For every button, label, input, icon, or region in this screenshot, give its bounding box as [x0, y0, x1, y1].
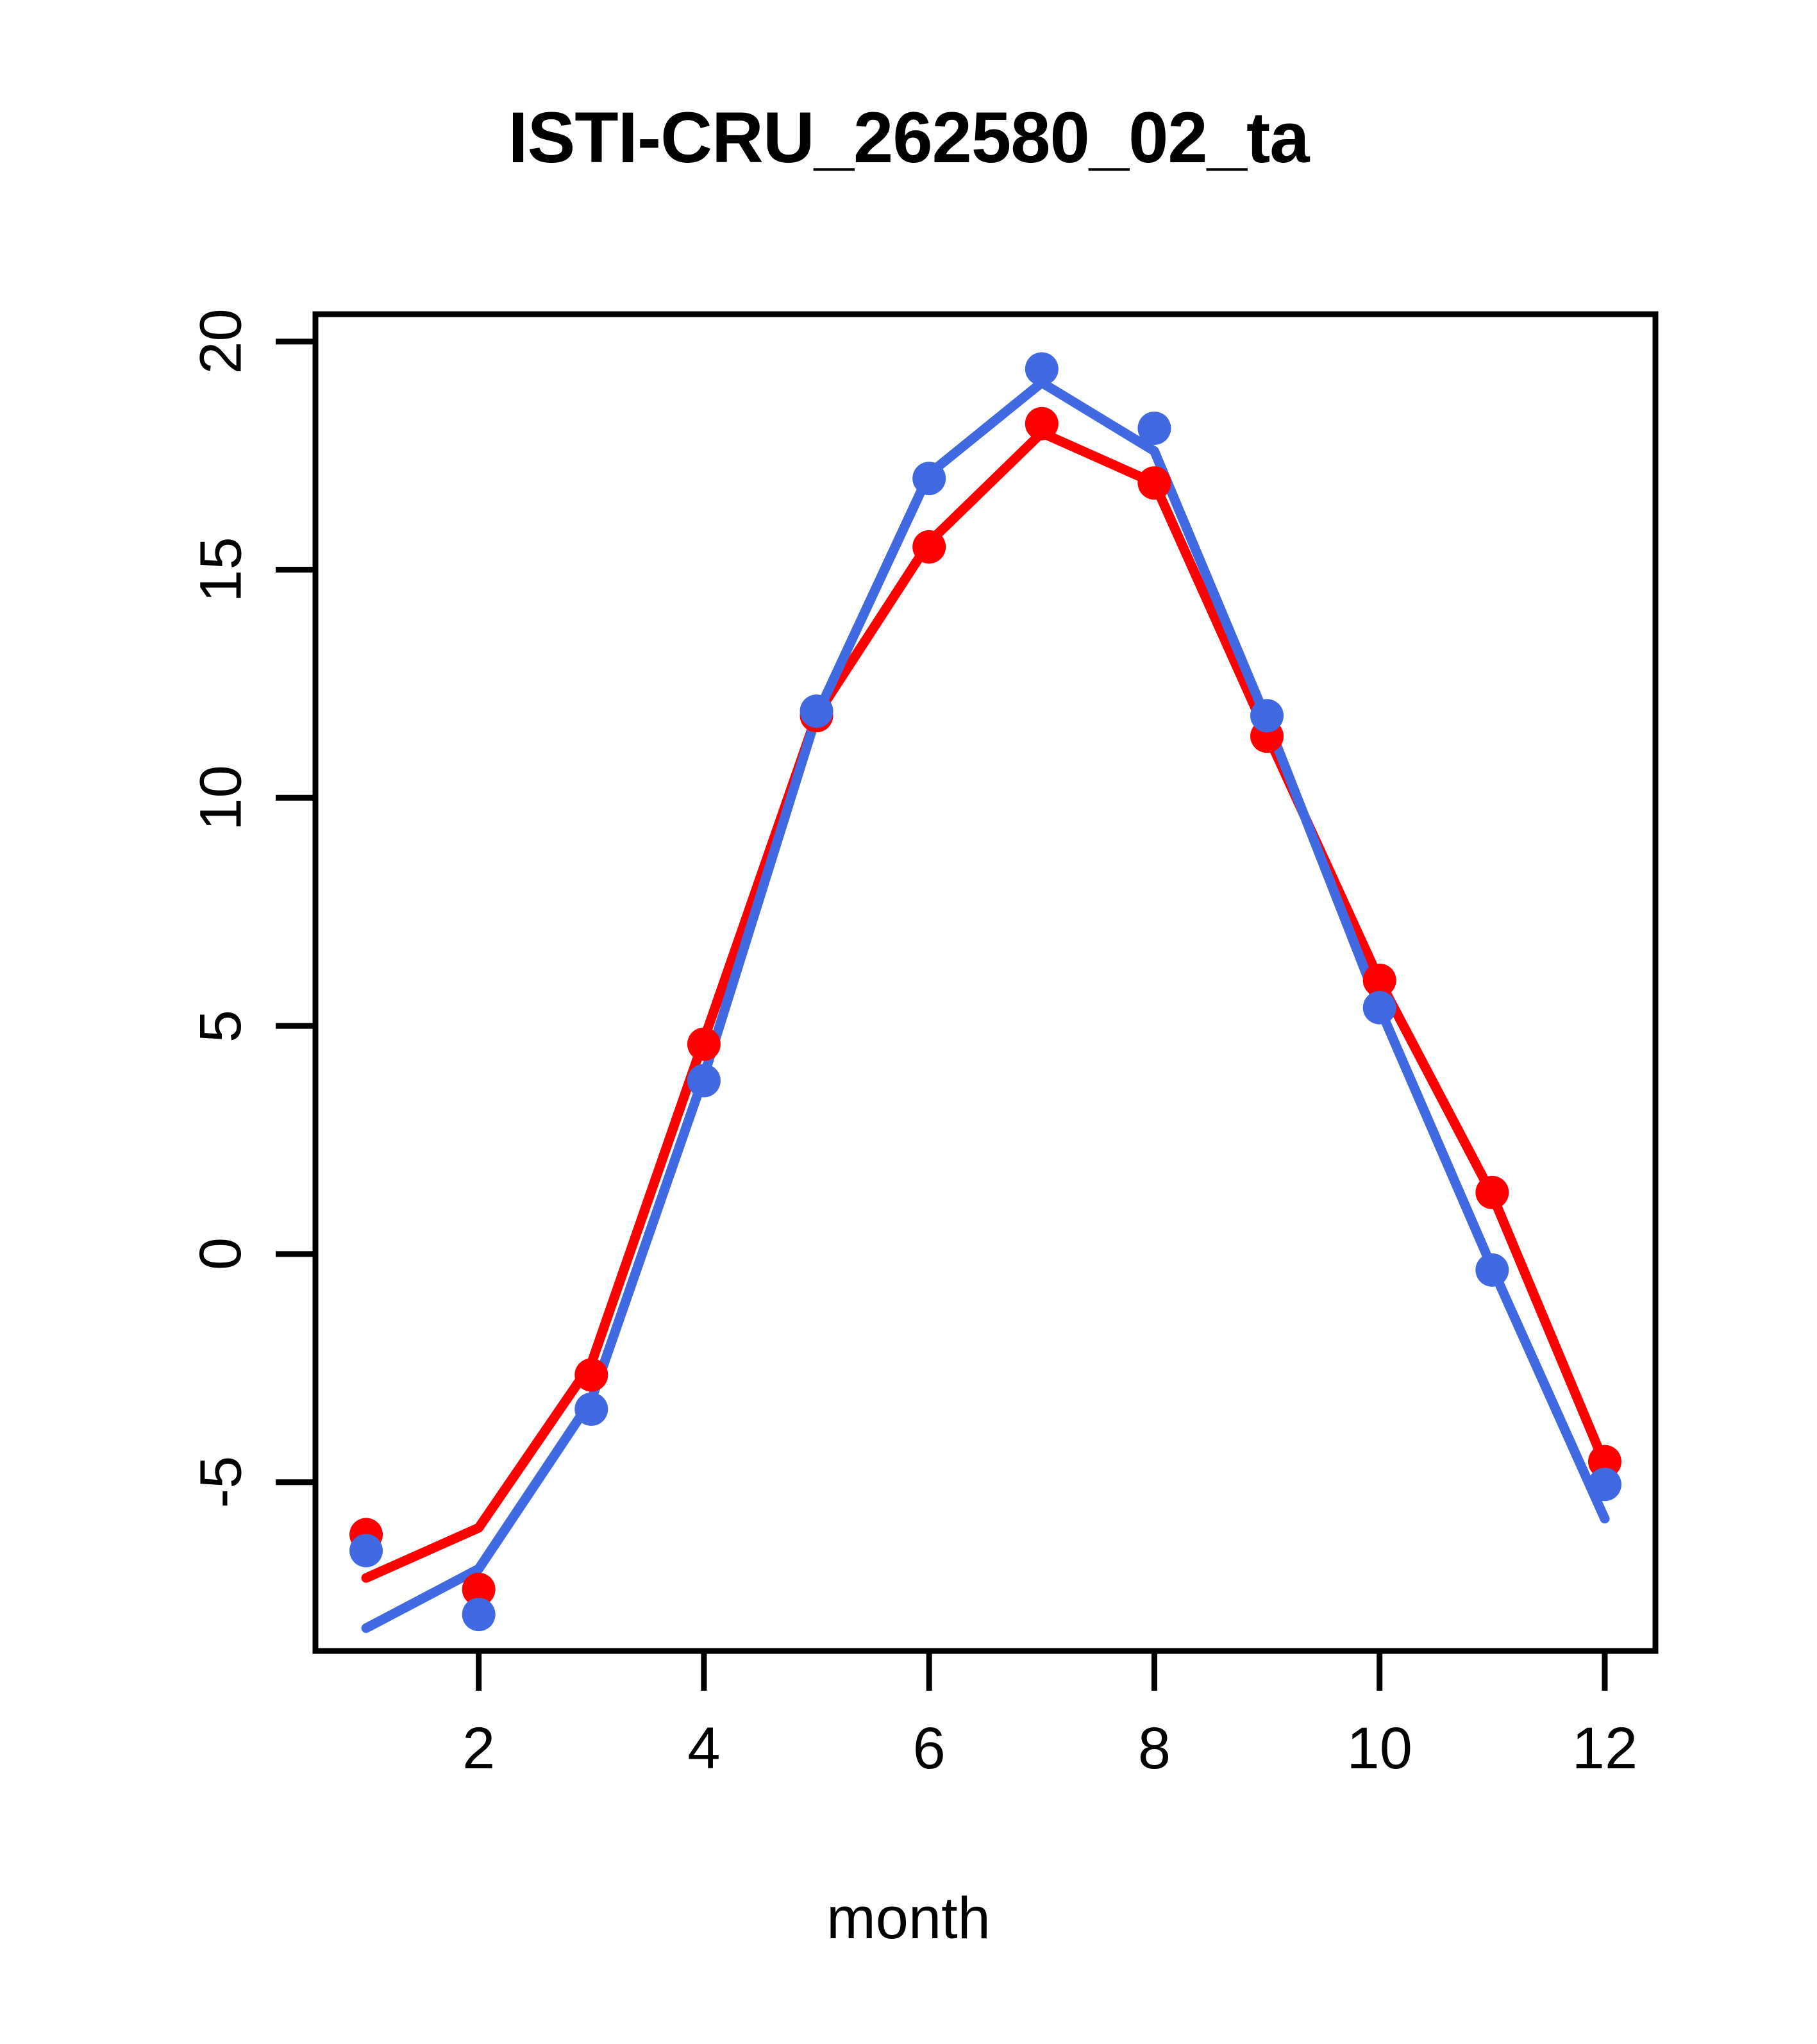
data-point-blue-points [1250, 699, 1284, 733]
y-tick-label: 0 [188, 1237, 254, 1271]
data-point-blue-points [574, 1392, 608, 1426]
data-point-red-points [1475, 1175, 1509, 1209]
series-line-red-line [361, 428, 1610, 1583]
page-title: ISTI-CRU_262580_02_ta [508, 97, 1309, 178]
data-point-red-points [462, 1572, 496, 1606]
x-tick-label: 10 [1346, 1716, 1412, 1781]
data-point-blue-points [462, 1598, 496, 1632]
data-point-red-points [574, 1358, 608, 1392]
data-point-blue-points [1137, 411, 1171, 445]
data-point-blue-points [800, 694, 833, 728]
data-point-red-points [1137, 466, 1171, 500]
series-line-blue-line [361, 378, 1610, 1633]
y-tick-label: -5 [187, 1455, 253, 1509]
data-point-red-points [1362, 963, 1396, 997]
data-point-blue-points [1587, 1468, 1621, 1502]
data-point-blue-points [1475, 1253, 1509, 1287]
data-point-blue-points [687, 1064, 721, 1098]
y-tick-label: 5 [188, 1009, 254, 1043]
x-tick-label: 8 [1137, 1716, 1171, 1781]
data-point-red-points [687, 1027, 721, 1061]
data-point-red-points [912, 530, 946, 564]
y-axis-ticks [276, 339, 315, 1486]
x-axis-title: month [826, 1886, 991, 1951]
x-tick-label: 2 [462, 1716, 496, 1781]
series-points [349, 352, 1621, 1632]
axis-box [312, 311, 1659, 1654]
data-point-blue-points [1362, 991, 1396, 1025]
y-tick-label: 20 [188, 308, 254, 374]
y-tick-label: 15 [188, 537, 254, 603]
x-axis-ticks [476, 1651, 1608, 1691]
series-lines [361, 378, 1610, 1633]
data-point-red-points [1025, 406, 1059, 440]
data-point-red-points [1587, 1445, 1621, 1479]
y-tick-label: 10 [188, 765, 254, 831]
x-tick-label: 12 [1571, 1716, 1638, 1781]
data-point-blue-points [1025, 352, 1059, 386]
x-tick-label: 4 [687, 1716, 721, 1781]
data-point-blue-points [912, 462, 946, 496]
x-tick-label: 6 [912, 1716, 946, 1781]
data-point-blue-points [349, 1534, 383, 1568]
plot-border [312, 311, 1659, 1654]
